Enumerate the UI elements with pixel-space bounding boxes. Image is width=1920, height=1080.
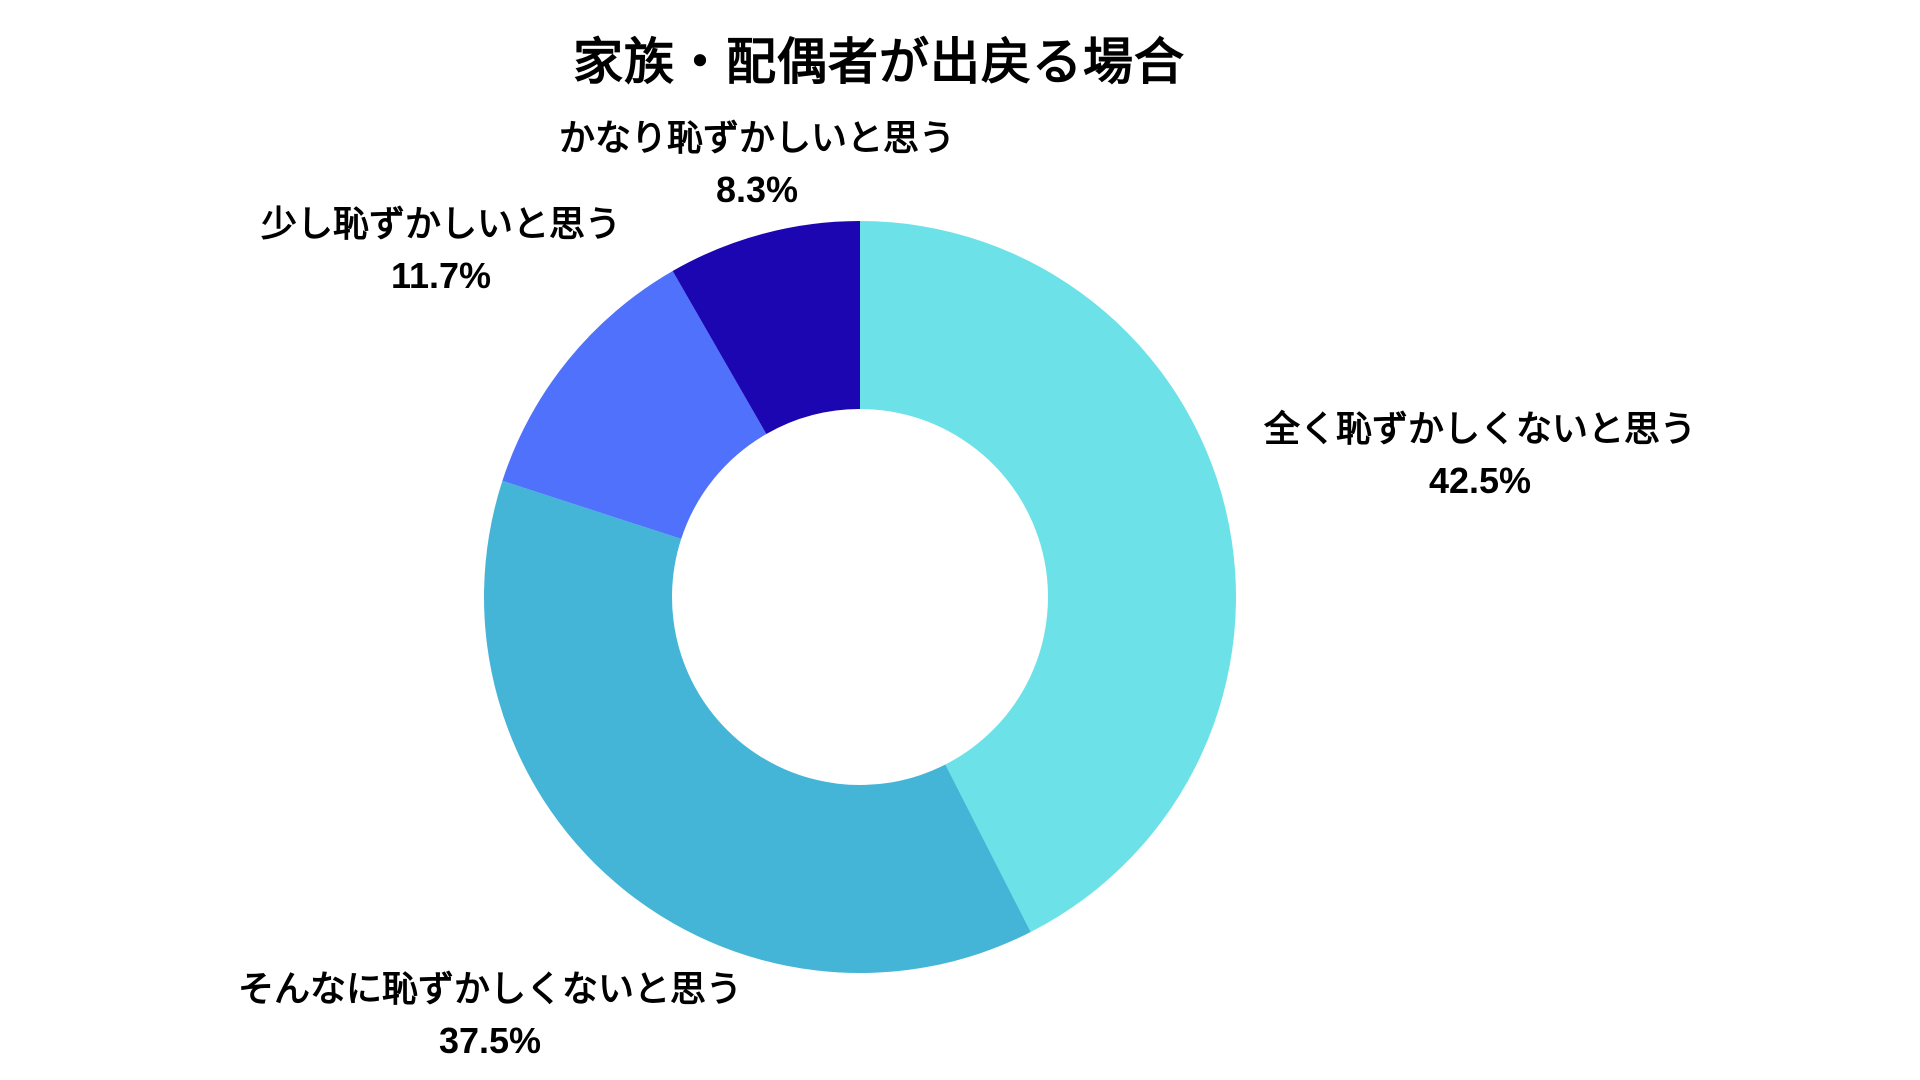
donut-slice-3 [672,221,860,434]
chart-title: 家族・配偶者が出戻る場合 [573,34,1185,90]
slice-label-value: 11.7% [390,255,492,297]
slice-label-not-embarrassed-at-all: 全く恥ずかしくないと思う 42.5% [1264,403,1696,507]
slice-label-text: かなり恥ずかしいと思う [558,117,956,158]
slice-label-value: 42.5% [1428,460,1532,502]
slice-label-text: 全く恥ずかしくないと思う [1263,408,1697,449]
slice-label-text: 少し恥ずかしいと思う [260,203,622,244]
slice-label-slightly-embarrassed: 少し恥ずかしいと思う 11.7% [261,198,621,302]
slice-label-value: 37.5% [438,1020,542,1062]
slice-label-value: 8.3% [715,169,799,211]
donut-slice-0 [860,221,1236,933]
slice-label-not-so-embarrassed: そんなに恥ずかしくないと思う 37.5% [238,963,742,1067]
slice-label-quite-embarrassed: かなり恥ずかしいと思う 8.3% [559,112,955,216]
donut-slice-1 [483,480,1031,973]
slice-label-text: そんなに恥ずかしくないと思う [237,968,743,1009]
donut-slice-2 [502,270,767,539]
